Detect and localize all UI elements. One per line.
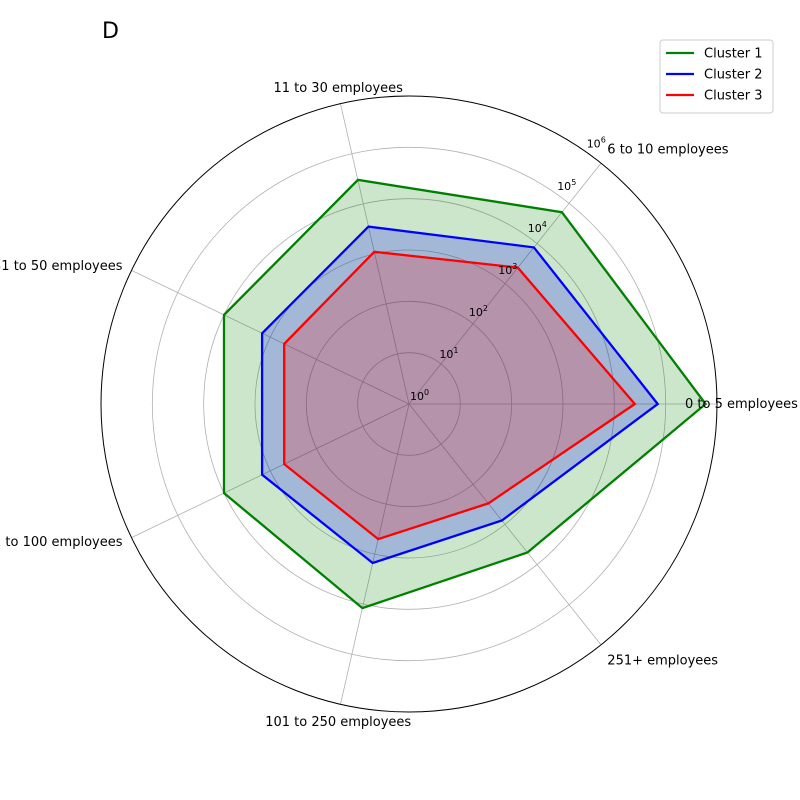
legend-label-cluster-1: Cluster 1 bbox=[704, 47, 763, 62]
r-tick-base: 10 bbox=[469, 306, 483, 319]
panel-label: D bbox=[102, 19, 119, 44]
series-layer bbox=[222, 178, 708, 610]
r-tick-exponent: 1 bbox=[453, 346, 458, 355]
grid-layer bbox=[100, 95, 718, 713]
label-layer: 0 to 5 employees 6 to 10 employees 11 to 3… bbox=[0, 81, 798, 730]
r-tick-label: 101 bbox=[439, 346, 458, 361]
r-tick-exponent: 4 bbox=[542, 220, 547, 229]
series-line-cluster-1 bbox=[222, 178, 708, 610]
legend-label-cluster-3: Cluster 3 bbox=[704, 89, 763, 104]
category-label: 11 to 30 employees bbox=[273, 81, 403, 96]
r-tick-label: 105 bbox=[557, 178, 576, 193]
r-tick-exponent: 2 bbox=[483, 304, 488, 313]
grid-spoke bbox=[131, 270, 410, 405]
legend: Cluster 1 Cluster 2 Cluster 3 bbox=[659, 39, 774, 114]
outer-frame bbox=[100, 95, 718, 713]
r-tick-base: 10 bbox=[498, 264, 512, 277]
r-tick-exponent: 3 bbox=[512, 262, 517, 271]
category-label: 251+ employees bbox=[607, 654, 718, 669]
r-tick-label: 100 bbox=[410, 388, 429, 403]
series-fill-cluster-3 bbox=[284, 251, 635, 540]
grid-spoke bbox=[340, 403, 410, 705]
category-label: 6 to 10 employees bbox=[607, 142, 728, 157]
r-tick-label: 104 bbox=[528, 220, 547, 235]
grid-spoke bbox=[408, 162, 602, 405]
r-tick-base: 10 bbox=[439, 348, 453, 361]
r-tick-label: 102 bbox=[469, 304, 488, 319]
series-line-cluster-2 bbox=[260, 225, 660, 565]
r-tick-base: 10 bbox=[557, 180, 571, 193]
r-tick-exponent: 6 bbox=[601, 136, 606, 145]
grid-spoke bbox=[340, 103, 410, 405]
r-tick-base: 10 bbox=[587, 138, 601, 151]
r-tick-label: 106 bbox=[587, 136, 606, 151]
r-tick-base: 10 bbox=[410, 390, 424, 403]
series-fill-cluster-1 bbox=[224, 179, 706, 609]
legend-label-cluster-2: Cluster 2 bbox=[704, 68, 763, 83]
r-tick-base: 10 bbox=[528, 222, 542, 235]
grid-spoke bbox=[131, 403, 410, 538]
category-label: 101 to 250 employees bbox=[265, 715, 411, 730]
r-tick-exponent: 5 bbox=[571, 178, 576, 187]
r-tick-exponent: 0 bbox=[424, 388, 429, 397]
category-label: 0 to 5 employees bbox=[685, 397, 798, 412]
grid-spoke bbox=[408, 403, 602, 646]
r-tick-label: 103 bbox=[498, 262, 517, 277]
series-fill-cluster-2 bbox=[262, 226, 658, 563]
category-label: 31 to 50 employees bbox=[0, 259, 123, 274]
series-line-cluster-3 bbox=[283, 250, 637, 541]
category-label: 51 to 100 employees bbox=[0, 535, 123, 550]
